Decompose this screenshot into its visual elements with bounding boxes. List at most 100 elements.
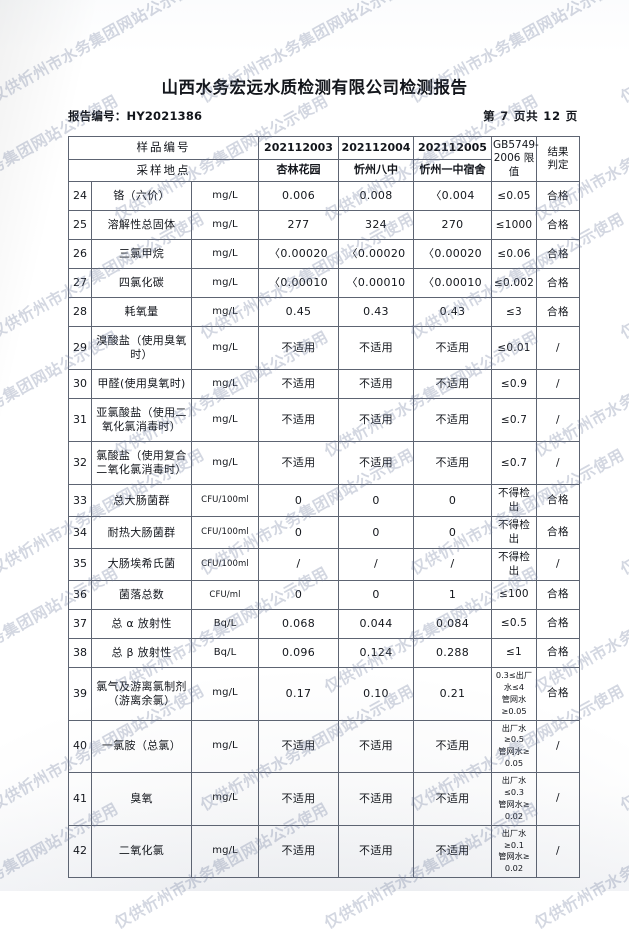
sample-value-2: / xyxy=(338,548,414,581)
row-index: 25 xyxy=(68,210,92,241)
table-row: 37 总 α 放射性 Bq/L 0.068 0.044 0.084 ≤0.5 合格 xyxy=(68,608,580,639)
sample-value-3: 〈0.004 xyxy=(413,181,492,212)
standard-limit: ≤0.5 xyxy=(491,608,537,639)
sample-value-3: 0.288 xyxy=(413,637,492,668)
parameter-unit: mg/L xyxy=(191,181,259,212)
parameter-name: 甲醛(使用臭氧时) xyxy=(91,369,192,400)
parameter-name: 溴酸盐（使用臭氧时） xyxy=(91,326,192,371)
standard-limit: ≤0.05 xyxy=(491,181,537,212)
parameter-name: 菌落总数 xyxy=(91,579,192,610)
row-index: 24 xyxy=(68,181,92,212)
row-index: 29 xyxy=(68,326,92,371)
table-row: 31 亚氯酸盐（使用二氧化氯消毒时） mg/L 不适用 不适用 不适用 ≤0.7/ xyxy=(68,398,580,443)
row-index: 42 xyxy=(68,824,92,879)
parameter-unit: mg/L xyxy=(191,824,259,879)
standard-limit: ≤0.06 xyxy=(491,239,537,270)
sample-value-3: 〈0.00020 xyxy=(413,239,492,270)
sample-no-1: 202112003 xyxy=(258,136,339,160)
parameter-unit: mg/L xyxy=(191,666,259,721)
table-row: 42 二氧化氯 mg/L 不适用 不适用 不适用 出厂水≥0.1 管网水≥ 0.02/ xyxy=(68,824,580,879)
sample-no-2: 202112004 xyxy=(338,136,414,160)
parameter-name: 铬（六价） xyxy=(91,181,192,212)
sample-value-2: 〈0.00020 xyxy=(338,239,414,270)
parameter-unit: mg/L xyxy=(191,772,259,826)
row-index: 28 xyxy=(68,297,92,328)
row-index: 37 xyxy=(68,608,92,639)
sample-value-1: 0.45 xyxy=(258,297,339,328)
sample-site-1: 杏林花园 xyxy=(258,158,339,183)
standard-limit-header: GB5749- 2006 限值 xyxy=(491,135,539,183)
table-row: 28 耗氧量 mg/L 0.45 0.43 0.43 ≤3 合格 xyxy=(68,297,580,328)
sample-value-3: 0 xyxy=(413,484,492,518)
sample-value-3: 不适用 xyxy=(413,824,492,879)
sample-value-1: 0 xyxy=(258,516,339,550)
sample-site-3: 忻州一中宿舍 xyxy=(413,158,492,183)
standard-limit: 不得检出 xyxy=(491,548,537,581)
table-row: 25 溶解性总固体 mg/L 277 324 270 ≤1000 合格 xyxy=(68,210,580,241)
sample-value-2: 0 xyxy=(338,516,414,550)
row-index: 30 xyxy=(68,369,92,400)
parameter-name: 一氯胺（总氯） xyxy=(91,719,192,774)
result-judgement-header: 结果 判定 xyxy=(536,135,580,183)
parameter-name: 总 α 放射性 xyxy=(91,608,192,639)
parameter-unit: mg/L xyxy=(191,239,259,270)
result-line-2: 判定 xyxy=(547,159,569,172)
standard-limit: 出厂水≤0.3 管网水≥ 0.02 xyxy=(491,772,537,826)
standard-limit: 不得检出 xyxy=(491,484,537,518)
sample-value-3: 〈0.00010 xyxy=(413,268,492,299)
row-index: 31 xyxy=(68,398,92,443)
sample-value-3: 不适用 xyxy=(413,441,492,486)
result-judgement: 合格 xyxy=(536,268,580,299)
parameter-unit: mg/L xyxy=(191,441,259,486)
result-judgement: 合格 xyxy=(536,608,580,639)
result-judgement: / xyxy=(536,441,580,486)
table-header: 样品编号 202112003 202112004 202112005 GB574… xyxy=(68,135,580,183)
row-index: 32 xyxy=(68,441,92,486)
sample-value-1: 0.096 xyxy=(258,637,339,668)
sample-value-2: 324 xyxy=(338,210,414,241)
sample-value-1: 0 xyxy=(258,484,339,518)
sample-value-2: 0.008 xyxy=(338,181,414,212)
sample-value-1: 0 xyxy=(258,579,339,610)
table-row: 36 菌落总数 CFU/ml 0 0 1 ≤100 合格 xyxy=(68,579,580,610)
table-body: 24 铬（六价） mg/L 0.006 0.008 〈0.004 ≤0.05 合格 25 溶解性总… xyxy=(68,181,580,879)
parameter-unit: Bq/L xyxy=(191,608,259,639)
sample-value-1: 不适用 xyxy=(258,398,339,443)
table-row: 34 耐热大肠菌群 CFU/100ml 0 0 0 不得检出 合格 xyxy=(68,516,580,550)
row-index: 41 xyxy=(68,772,92,826)
sample-value-2: 0.044 xyxy=(338,608,414,639)
parameter-name: 氯酸盐（使用复合二氧化氯消毒时） xyxy=(91,441,192,486)
table-row: 41 臭氧 mg/L 不适用 不适用 不适用 出厂水≤0.3 管网水≥ 0.02/ xyxy=(68,772,580,826)
report-meta: 报告编号：HY2021386 第 7 页共 12 页 xyxy=(68,108,578,124)
result-judgement: / xyxy=(536,326,580,371)
result-judgement: 合格 xyxy=(536,239,580,270)
parameter-unit: CFU/100ml xyxy=(191,484,259,518)
sample-value-2: 不适用 xyxy=(338,719,414,774)
standard-limit: 出厂水≥0.5 管网水≥ 0.05 xyxy=(491,719,537,774)
sample-value-1: 不适用 xyxy=(258,326,339,371)
sample-no-label: 样品编号 xyxy=(68,136,259,160)
parameter-unit: mg/L xyxy=(191,719,259,774)
standard-limit: ≤1 xyxy=(491,637,537,668)
table-row: 39 氯气及游离氯制剂（游离余氯） mg/L 0.17 0.10 0.21 0.3≤出厂水≤… xyxy=(68,666,580,721)
row-index: 36 xyxy=(68,579,92,610)
standard-limit: ≤1000 xyxy=(491,210,537,241)
sample-value-1: 不适用 xyxy=(258,441,339,486)
parameter-name: 臭氧 xyxy=(91,772,192,826)
standard-limit: 不得检出 xyxy=(491,516,537,550)
parameter-unit: mg/L xyxy=(191,398,259,443)
table-row: 27 四氯化碳 mg/L 〈0.00010 〈0.00010 〈0.00010 ≤0.002… xyxy=(68,268,580,299)
sample-value-2: 0 xyxy=(338,579,414,610)
table-row: 24 铬（六价） mg/L 0.006 0.008 〈0.004 ≤0.05 合格 xyxy=(68,181,580,212)
result-judgement: / xyxy=(536,398,580,443)
result-judgement: 合格 xyxy=(536,210,580,241)
page-number: 第 7 页共 12 页 xyxy=(483,109,578,123)
parameter-name: 氯气及游离氯制剂（游离余氯） xyxy=(91,666,192,721)
parameter-unit: mg/L xyxy=(191,268,259,299)
parameter-unit: CFU/100ml xyxy=(191,548,259,581)
standard-limit: ≤0.9 xyxy=(491,369,537,400)
row-index: 34 xyxy=(68,516,92,550)
parameter-name: 总大肠菌群 xyxy=(91,484,192,518)
result-judgement: / xyxy=(536,824,580,879)
standard-limit: ≤0.7 xyxy=(491,398,537,443)
